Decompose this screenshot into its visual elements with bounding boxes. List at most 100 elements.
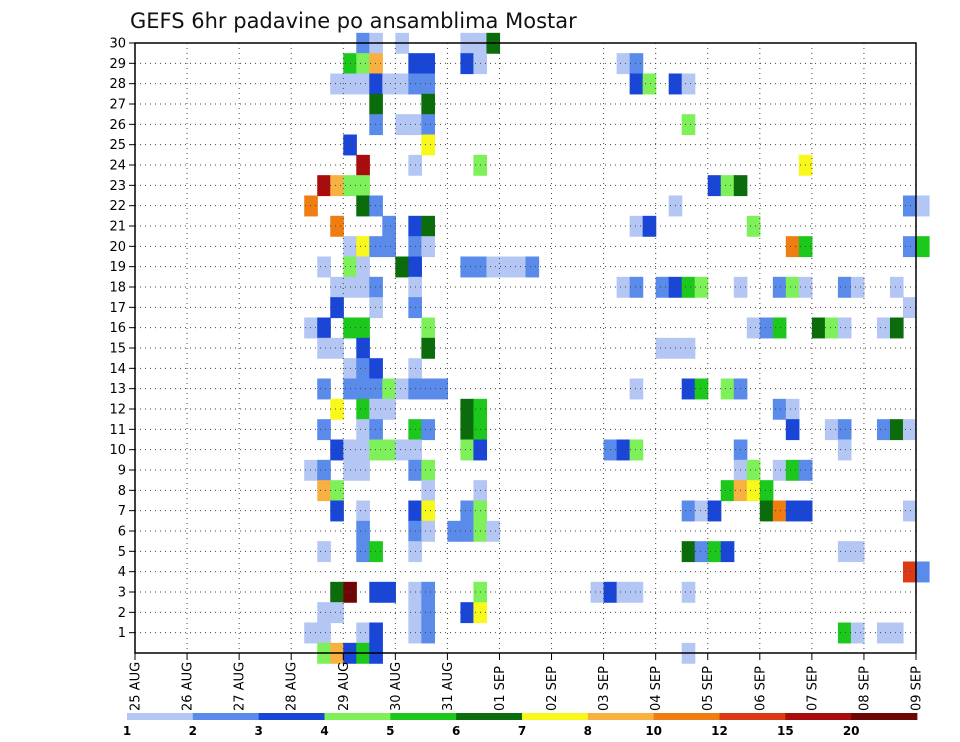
- heatmap-cell: [356, 398, 370, 420]
- heatmap-cell: [837, 541, 852, 563]
- heatmap-cell: [694, 276, 709, 298]
- heatmap-cell: [837, 317, 852, 339]
- y-tick-label: 22: [109, 199, 126, 214]
- heatmap-cell: [330, 297, 344, 319]
- heatmap-cell: [720, 378, 735, 400]
- y-tick-label: 17: [109, 301, 126, 316]
- heatmap-cell: [317, 622, 331, 644]
- heatmap-cell: [785, 419, 800, 441]
- heatmap-cell: [642, 215, 657, 237]
- heatmap-cell: [356, 439, 370, 461]
- heatmap-cell: [356, 378, 370, 400]
- y-tick-label: 18: [109, 281, 126, 296]
- legend-label: 12: [711, 724, 728, 738]
- heatmap-cell: [720, 541, 735, 563]
- heatmap-cell: [616, 53, 631, 75]
- y-tick-label: 8: [118, 484, 126, 499]
- heatmap-cell: [330, 480, 344, 502]
- heatmap-cell: [330, 602, 344, 624]
- heatmap-cell: [421, 134, 435, 156]
- legend-swatch: [587, 713, 655, 720]
- heatmap-cell: [785, 398, 800, 420]
- heatmap-cell: [850, 276, 865, 298]
- y-tick-label: 10: [109, 443, 126, 458]
- heatmap-cell: [369, 358, 383, 380]
- legend-label: 1: [123, 724, 131, 738]
- heatmap-cell: [629, 53, 644, 75]
- heatmap-cell: [421, 114, 435, 136]
- heatmap-cell: [304, 195, 318, 217]
- x-tick-label: 25 AUG: [129, 662, 144, 711]
- heatmap-cell: [382, 581, 396, 603]
- heatmap-cell: [317, 256, 331, 278]
- heatmap-cell: [356, 541, 370, 563]
- heatmap-cell: [369, 419, 383, 441]
- heatmap-cell: [356, 419, 370, 441]
- legend-label: 4: [320, 724, 328, 738]
- x-tick-label: 04 SEP: [649, 666, 664, 711]
- heatmap-cell: [837, 276, 852, 298]
- heatmap-cell: [902, 561, 917, 583]
- heatmap-cell: [655, 337, 670, 359]
- heatmap-cell: [356, 622, 370, 644]
- heatmap-cell: [707, 500, 722, 522]
- heatmap-cell: [421, 419, 435, 441]
- heatmap-cell: [499, 256, 514, 278]
- heatmap-cell: [759, 480, 774, 502]
- heatmap-cell: [590, 581, 605, 603]
- heatmap-cell: [317, 459, 331, 481]
- x-tick-label: 08 SEP: [857, 666, 872, 711]
- heatmap-cell: [356, 175, 370, 197]
- heatmap-cell: [356, 53, 370, 75]
- legend-label: 7: [518, 724, 526, 738]
- legend-swatch: [127, 713, 194, 720]
- heatmap-cell: [382, 73, 396, 95]
- heatmap-cell: [681, 73, 696, 95]
- heatmap-cell: [434, 378, 448, 400]
- legend-label: 20: [843, 724, 860, 738]
- heatmap-cell: [916, 236, 930, 258]
- x-tick-label: 31 AUG: [441, 662, 456, 711]
- y-tick-label: 7: [118, 504, 126, 519]
- heatmap-cell: [876, 622, 891, 644]
- legend-label: 6: [452, 724, 460, 738]
- heatmap-cell: [694, 541, 709, 563]
- heatmap-cell: [369, 297, 383, 319]
- heatmap-cell: [421, 317, 435, 339]
- heatmap-cell: [356, 500, 370, 522]
- heatmap-cell: [785, 276, 800, 298]
- heatmap-cell: [421, 602, 435, 624]
- legend-label: 3: [254, 724, 262, 738]
- heatmap-cell: [382, 215, 396, 237]
- y-tick-label: 20: [109, 240, 126, 255]
- x-tick-label: 03 SEP: [597, 666, 612, 711]
- heatmap-cell: [460, 256, 475, 278]
- heatmap-cell: [460, 602, 475, 624]
- heatmap-cell: [902, 195, 917, 217]
- heatmap-cell: [902, 297, 917, 319]
- heatmap-cell: [759, 500, 774, 522]
- legend-swatch: [851, 713, 918, 720]
- heatmap-cell: [356, 459, 370, 481]
- heatmap-cell: [629, 439, 644, 461]
- heatmap-cell: [447, 520, 462, 542]
- heatmap-cell: [317, 337, 331, 359]
- heatmap-cell: [356, 337, 370, 359]
- heatmap-cell: [824, 419, 839, 441]
- heatmap-cell: [330, 215, 344, 237]
- heatmap-cell: [369, 195, 383, 217]
- heatmap-cell: [655, 276, 670, 298]
- y-tick-label: 6: [118, 525, 126, 540]
- heatmap-cell: [460, 419, 475, 441]
- heatmap-cell: [876, 419, 891, 441]
- heatmap-cell: [369, 53, 383, 75]
- heatmap-cell: [707, 175, 722, 197]
- heatmap-cell: [707, 541, 722, 563]
- heatmap-cell: [369, 622, 383, 644]
- heatmap-cell: [746, 459, 761, 481]
- heatmap-cell: [356, 520, 370, 542]
- x-tick-label: 01 SEP: [493, 666, 508, 711]
- legend-swatch: [653, 713, 720, 720]
- heatmap-cell: [772, 500, 787, 522]
- y-tick-label: 24: [109, 159, 126, 174]
